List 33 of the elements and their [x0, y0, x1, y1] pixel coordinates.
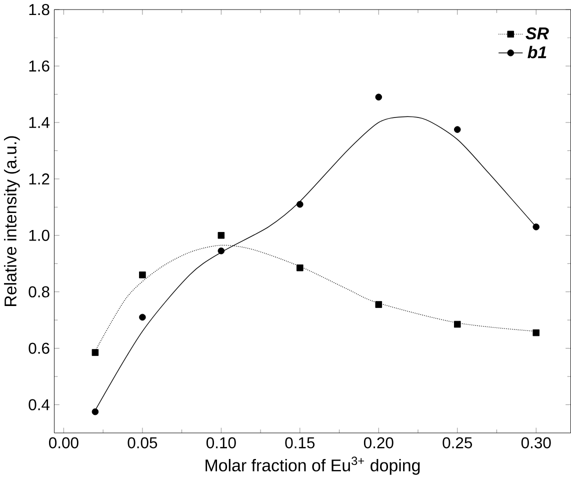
y-tick-label: 0.8: [28, 286, 50, 298]
point: [139, 314, 146, 321]
point: [532, 224, 540, 230]
y-tick-label: 1.0: [29, 230, 50, 242]
y-tick-label: 1.6: [29, 60, 50, 72]
x-tick-label: 0.05: [128, 437, 158, 448]
y-tick-label: 1.8: [29, 4, 50, 16]
y-tick-label: 0.6: [28, 342, 50, 354]
point: [218, 248, 225, 254]
point: [454, 126, 461, 134]
point: [375, 94, 382, 101]
legend-label: b1: [528, 46, 546, 58]
x-tick-label: 0.10: [206, 437, 236, 448]
point: [92, 408, 99, 416]
point: [532, 329, 540, 336]
point: [296, 201, 304, 208]
x-tick-label: 0.00: [49, 437, 78, 448]
y-axis-title: Relative intensity (a.u.): [4, 136, 20, 306]
x-tick-label: 0.25: [442, 437, 472, 448]
x-tick-label: 0.15: [285, 437, 315, 448]
x-tick-label: 0.20: [364, 437, 394, 448]
legend-label: SR: [526, 27, 549, 40]
point: [375, 301, 382, 308]
point: [296, 264, 304, 272]
point: [92, 349, 99, 356]
y-tick-label: 1.4: [29, 117, 50, 128]
x-axis-title: Molar fraction of Eu$^{3+}$ doping: [206, 456, 420, 475]
y-tick-label: 1.2: [29, 174, 50, 185]
point: [218, 232, 225, 239]
point: [454, 320, 461, 328]
x-tick-label: 0.30: [521, 437, 551, 448]
y-tick-label: 0.4: [28, 399, 50, 410]
point: [139, 272, 146, 278]
